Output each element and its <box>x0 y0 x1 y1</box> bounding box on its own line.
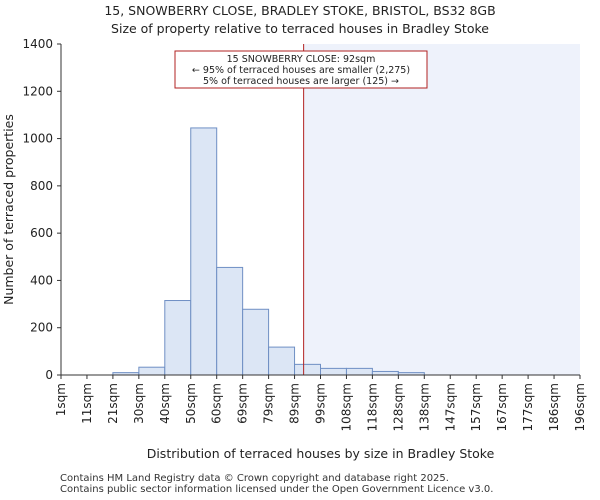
x-tick-label: 196sqm <box>573 383 587 431</box>
attribution-line-2: Contains public sector information licen… <box>60 484 494 495</box>
larger-region-shade <box>303 44 580 375</box>
annotation-line: 5% of terraced houses are larger (125) → <box>203 76 399 87</box>
histogram-bar <box>294 363 321 376</box>
x-tick-label: 1sqm <box>54 383 68 416</box>
y-tick-label: 200 <box>30 321 53 335</box>
x-tick-label: 79sqm <box>262 383 276 424</box>
x-tick-label: 128sqm <box>391 383 405 431</box>
x-tick-label: 118sqm <box>365 383 379 431</box>
chart-subtitle: Size of property relative to terraced ho… <box>111 21 489 36</box>
annotation-line: ← 95% of terraced houses are smaller (2,… <box>192 65 410 76</box>
x-tick-label: 69sqm <box>236 383 250 424</box>
x-tick-label: 167sqm <box>495 383 509 431</box>
x-tick-label: 138sqm <box>417 383 431 431</box>
y-axis-title: Number of terraced properties <box>1 114 16 305</box>
x-tick-label: 99sqm <box>314 383 328 424</box>
x-tick-label: 147sqm <box>443 383 457 431</box>
x-axis-title: Distribution of terraced houses by size … <box>147 446 495 461</box>
histogram-bar <box>268 346 296 376</box>
x-tick-label: 108sqm <box>339 383 353 431</box>
x-tick-label: 21sqm <box>106 383 120 424</box>
x-tick-label: 50sqm <box>184 383 198 424</box>
x-tick-label: 186sqm <box>547 383 561 431</box>
y-tick-label: 600 <box>30 226 53 240</box>
x-tick-label: 40sqm <box>158 383 172 424</box>
y-tick-label: 800 <box>30 179 53 193</box>
x-tick-label: 60sqm <box>210 383 224 424</box>
histogram-bar <box>190 127 218 376</box>
y-tick-label: 1200 <box>22 84 53 98</box>
x-tick-label: 89sqm <box>288 383 302 424</box>
histogram-chart: 0 200 400 600 800 1000 1200 1400 1sqm 11sqm 21sqm 3… <box>1 37 587 461</box>
y-tick-label: 0 <box>45 368 53 382</box>
histogram-bar <box>216 266 244 376</box>
x-tick-label: 157sqm <box>469 383 483 431</box>
y-tick-label: 1400 <box>22 37 53 51</box>
x-tick-label: 177sqm <box>521 383 535 431</box>
chart-title-block: 15, SNOWBERRY CLOSE, BRADLEY STOKE, BRIS… <box>0 2 600 38</box>
histogram-bar <box>164 300 192 376</box>
histogram-bar <box>242 308 270 376</box>
x-tick-label: 30sqm <box>132 383 146 424</box>
x-tick-label: 11sqm <box>80 383 94 424</box>
histogram-bar <box>138 366 166 376</box>
histogram-bar <box>320 367 347 376</box>
attribution-footer: Contains HM Land Registry data © Crown c… <box>60 473 493 495</box>
address-title: 15, SNOWBERRY CLOSE, BRADLEY STOKE, BRIS… <box>104 3 496 18</box>
y-tick-label: 400 <box>30 273 53 287</box>
histogram-bar <box>371 370 399 376</box>
attribution-line-1: Contains HM Land Registry data © Crown c… <box>60 473 449 484</box>
histogram-bar <box>345 367 373 376</box>
y-tick-label: 1000 <box>22 132 53 146</box>
annotation-line: 15 SNOWBERRY CLOSE: 92sqm <box>227 54 376 65</box>
annotation-box <box>174 50 428 89</box>
